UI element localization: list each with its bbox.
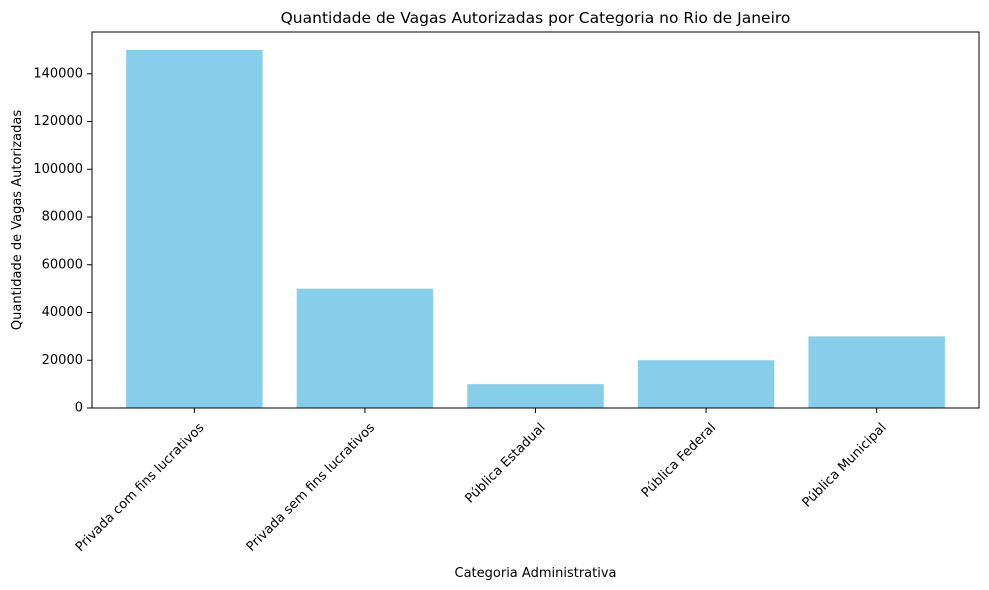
y-tick-label: 120000 [33, 114, 83, 129]
x-axis-label: Categoria Administrativa [455, 566, 617, 581]
y-axis-label: Quantidade de Vagas Autorizadas [10, 110, 25, 330]
y-tick-label: 0 [75, 401, 83, 416]
x-tick-label: Pública Estadual [462, 420, 548, 506]
y-tick-label: 40000 [42, 305, 83, 320]
bar-5 [808, 336, 945, 408]
x-tick-label: Privada sem fins lucrativos [244, 420, 378, 554]
x-tick-label: Privada com fins lucrativos [73, 420, 208, 555]
y-tick-label: 20000 [42, 353, 83, 368]
bar-1 [126, 49, 263, 409]
x-axis-ticks: Privada com fins lucrativos Privada sem f… [73, 408, 890, 555]
x-tick-label: Pública Municipal [800, 420, 890, 510]
x-tick-label: Pública Federal [639, 420, 719, 500]
y-tick-label: 140000 [33, 66, 83, 81]
bar-2 [296, 288, 434, 408]
y-tick-label: 80000 [42, 210, 83, 225]
chart-title: Quantidade de Vagas Autorizadas por Cate… [281, 9, 791, 27]
y-axis-ticks: 0 20000 40000 60000 80000 100000 120000 140000 [33, 66, 92, 416]
y-tick-label: 60000 [42, 257, 83, 272]
bar-3 [467, 384, 604, 408]
bars-layer [126, 49, 945, 409]
y-tick-label: 100000 [33, 162, 83, 177]
bar-4 [637, 360, 775, 408]
